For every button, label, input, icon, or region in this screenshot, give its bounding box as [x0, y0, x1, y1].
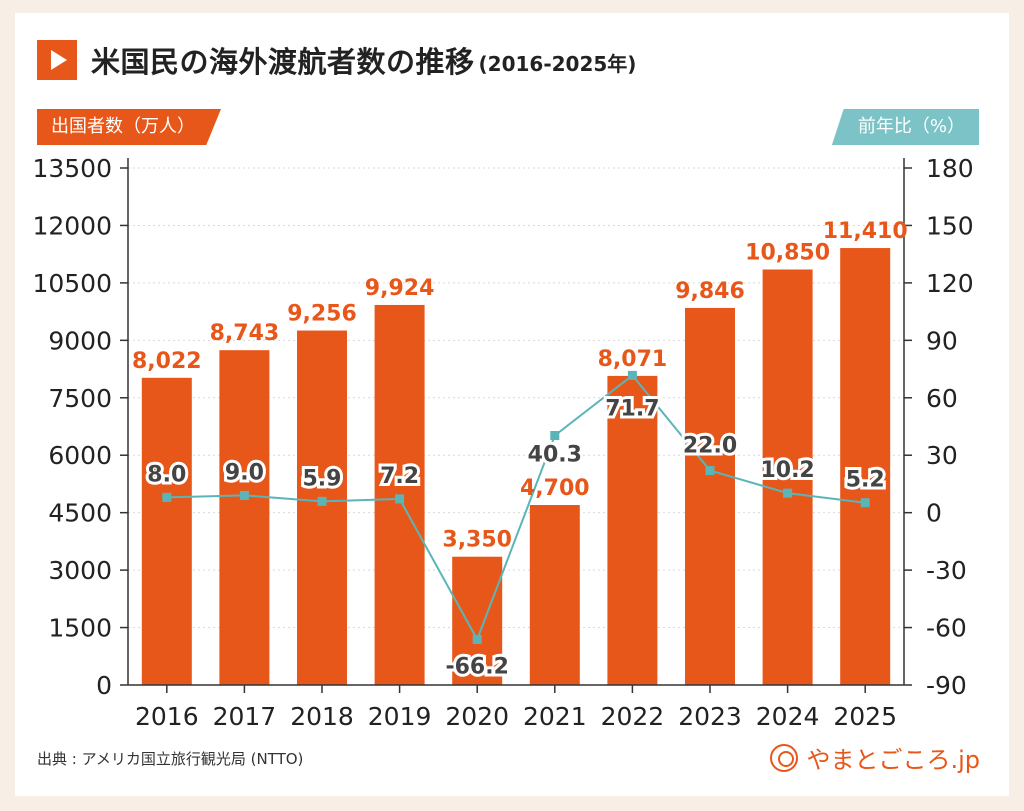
bar-2018: [297, 330, 347, 685]
growth-value-label: 5.2: [846, 468, 885, 493]
brand-name: やまとごころ.jp: [806, 746, 980, 774]
bar-2022: [607, 375, 658, 685]
yamatogokoro-logo-icon: [770, 743, 799, 772]
chart-title-bar: 米国民の海外渡航者数の推移 (2016-2025年): [37, 38, 636, 82]
bar-value-label: 10,850: [745, 240, 830, 265]
right-tick-label: 180: [926, 154, 974, 183]
growth-point-2021: [550, 430, 560, 440]
left-tick-label: 12000: [32, 211, 112, 240]
left-tick-label: 13500: [32, 154, 112, 183]
x-tick-label: 2022: [601, 702, 665, 731]
bar-value-label: 9,924: [365, 276, 435, 301]
bar-value-label: 8,743: [210, 321, 280, 346]
right-tick-label: -30: [926, 556, 967, 585]
bar-value-label: 9,256: [287, 302, 357, 327]
chart-title: 米国民の海外渡航者数の推移: [91, 45, 475, 79]
x-tick-label: 2016: [135, 702, 199, 731]
right-tick-label: 90: [926, 326, 958, 355]
bar-2020: [452, 556, 503, 685]
growth-value-label: 22.0: [683, 434, 737, 459]
bar-value-label: 8,022: [132, 349, 202, 374]
x-tick-label: 2023: [678, 702, 742, 731]
x-tick-label: 2018: [290, 702, 354, 731]
bar-value-label: 3,350: [442, 528, 512, 553]
growth-value-label: 40.3: [528, 442, 582, 467]
growth-value-label: 71.7: [605, 396, 659, 421]
source-note: 出典 : アメリカ国立旅行観光局 (NTTO): [37, 750, 304, 768]
x-tick-label: 2019: [368, 702, 432, 731]
left-tick-label: 1500: [48, 614, 112, 643]
growth-value-label: 7.2: [380, 464, 419, 489]
growth-point-2019: [395, 494, 405, 504]
growth-point-2017: [239, 490, 249, 500]
growth-point-2016: [162, 492, 172, 502]
growth-point-2022: [627, 370, 637, 380]
growth-value-label: 5.9: [303, 466, 342, 491]
growth-rate-line: [166, 373, 866, 642]
x-tick-label: 2021: [523, 702, 587, 731]
left-tick-label: 9000: [48, 326, 112, 355]
bar-2016: [141, 377, 192, 685]
bar-value-label: 9,846: [675, 279, 745, 304]
right-tick-label: -90: [926, 671, 967, 700]
left-tick-label: 7500: [48, 384, 112, 413]
bar-2021: [529, 505, 580, 685]
x-tick-label: 2017: [213, 702, 277, 731]
right-tick-label: -60: [926, 614, 967, 643]
brand: やまとごころ.jp: [770, 740, 980, 775]
bar-2023: [685, 307, 735, 685]
right-axis-label: 前年比（%）: [831, 109, 979, 145]
growth-value-label: 9.0: [225, 460, 264, 485]
growth-point-2020: [472, 634, 482, 644]
left-tick-label: 4500: [48, 499, 112, 528]
play-icon: [37, 40, 77, 80]
left-tick-label: 6000: [48, 441, 112, 470]
left-tick-label: 0: [96, 671, 112, 700]
growth-point-2024: [783, 488, 793, 498]
right-tick-label: 120: [926, 269, 974, 298]
right-tick-label: 150: [926, 211, 974, 240]
growth-point-2018: [317, 496, 327, 506]
chart-subtitle: (2016-2025年): [478, 51, 637, 76]
growth-value-label: -66.2: [445, 654, 508, 679]
growth-point-2023: [705, 466, 715, 476]
growth-value-label: 10.2: [760, 458, 814, 483]
growth-value-label: 8.0: [147, 462, 186, 487]
left-axis-label: 出国者数（万人）: [37, 109, 221, 145]
x-tick-label: 2024: [756, 702, 820, 731]
right-tick-label: 30: [926, 441, 958, 470]
bar-value-label: 4,700: [520, 476, 590, 501]
x-tick-label: 2020: [445, 702, 509, 731]
bar-2025: [840, 248, 891, 686]
right-tick-label: 60: [926, 384, 958, 413]
bar-2017: [219, 350, 270, 685]
x-tick-label: 2025: [833, 702, 897, 731]
right-tick-label: 0: [926, 499, 942, 528]
bar-value-label: 11,410: [823, 219, 908, 244]
left-tick-label: 10500: [32, 269, 112, 298]
bar-value-label: 8,071: [598, 347, 668, 372]
bar-2024: [762, 269, 813, 685]
left-tick-label: 3000: [48, 556, 112, 585]
growth-point-2025: [860, 498, 870, 508]
